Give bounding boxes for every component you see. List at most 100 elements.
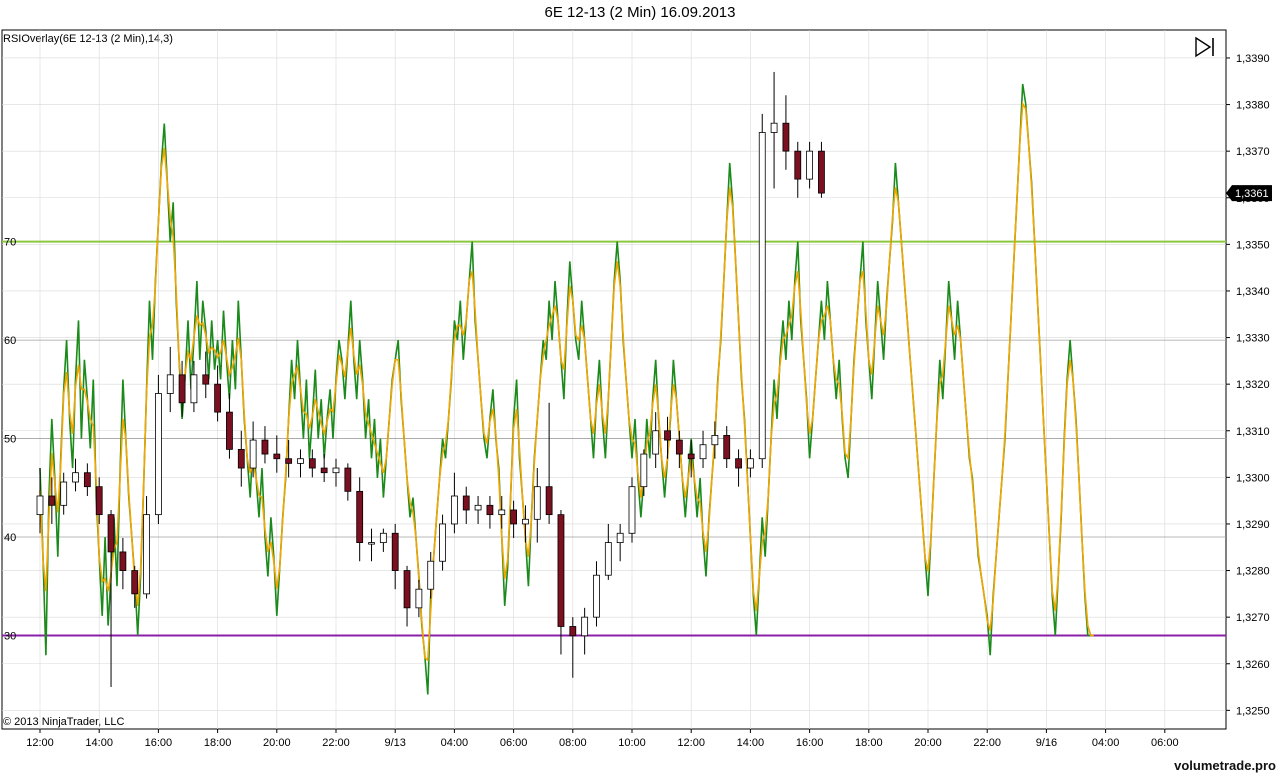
candle-body <box>545 486 553 516</box>
x-tick-label: 12:00 <box>26 737 54 749</box>
candle-body <box>747 458 754 469</box>
candle-body <box>36 495 44 516</box>
candle-body <box>403 570 411 609</box>
x-tick-label: 22:00 <box>973 737 1001 749</box>
y-tick-label: 1,3310 <box>1236 426 1270 438</box>
x-tick-label: 22:00 <box>322 737 350 749</box>
y-tick-label: 1,3340 <box>1236 286 1270 298</box>
candle-body <box>60 481 68 506</box>
chart-grid <box>1 29 1227 730</box>
play-to-end-icon[interactable] <box>1194 36 1218 58</box>
plot-frame <box>1 29 1227 730</box>
x-tick-label: 16:00 <box>796 737 824 749</box>
x-tick-label: 14:00 <box>85 737 113 749</box>
x-tick-label: 04:00 <box>441 737 469 749</box>
y-tick-label: 1,3390 <box>1236 53 1270 65</box>
candle-body <box>143 514 150 595</box>
candle-body <box>308 458 316 469</box>
x-tick-label: 9/16 <box>1036 737 1057 749</box>
y-tick-label: 1,3290 <box>1236 519 1270 531</box>
rsi-series <box>39 83 1094 695</box>
candle-body <box>782 122 790 152</box>
candle-body <box>166 374 174 394</box>
rsi-level-label: 40 <box>4 532 16 544</box>
candle-body <box>261 439 269 455</box>
candle-body <box>735 458 742 469</box>
x-tick-label: 12:00 <box>677 737 705 749</box>
candle-body <box>107 514 115 553</box>
rsi-level-label: 70 <box>4 237 16 249</box>
x-tick-label: 08:00 <box>559 737 587 749</box>
candle-body <box>569 626 577 637</box>
candle-body <box>818 150 825 194</box>
candle-body <box>119 551 127 571</box>
y-tick-label: 1,3320 <box>1236 379 1270 391</box>
y-tick-label: 1,3330 <box>1236 333 1270 345</box>
candle-body <box>687 453 695 460</box>
candle-body <box>379 532 387 544</box>
x-tick-label: 10:00 <box>618 737 646 749</box>
x-tick-label: 06:00 <box>1151 737 1179 749</box>
y-tick-label: 1,3370 <box>1236 146 1270 158</box>
candle-body <box>427 560 435 590</box>
y-tick-label: 1,3380 <box>1236 100 1270 112</box>
candle-body <box>462 495 470 511</box>
candle-body <box>320 467 328 474</box>
candle-body <box>273 453 281 460</box>
x-tick-label: 06:00 <box>500 737 528 749</box>
candle-body <box>356 490 364 543</box>
x-tick-label: 20:00 <box>914 737 942 749</box>
candle-body <box>285 458 293 464</box>
candle-body <box>593 574 600 618</box>
candle-body <box>474 504 482 511</box>
candle-body <box>226 411 233 450</box>
y-tick-label: 1,3270 <box>1236 612 1270 624</box>
y-tick-label: 1,3250 <box>1236 705 1270 717</box>
candle-body <box>95 486 103 516</box>
x-tick-label: 04:00 <box>1092 737 1120 749</box>
chart-axes: 1,33901,33801,33701,33601,33501,33401,33… <box>26 53 1272 749</box>
x-tick-label: 18:00 <box>204 737 232 749</box>
candle-body <box>604 542 612 576</box>
candle-body <box>675 439 683 455</box>
candle-body <box>486 504 494 516</box>
candle-body <box>628 486 636 534</box>
candle-body <box>249 439 257 469</box>
candle-body <box>498 509 506 516</box>
candle-body <box>391 532 399 571</box>
last-price-label: 1,3361 <box>1235 188 1269 200</box>
candle-body <box>368 542 375 545</box>
x-tick-label: 9/13 <box>384 737 405 749</box>
x-tick-label: 20:00 <box>263 737 291 749</box>
candle-body <box>581 616 589 637</box>
y-tick-label: 1,3300 <box>1236 472 1270 484</box>
candle-body <box>237 448 245 469</box>
candle-body <box>214 383 222 413</box>
candle-body <box>72 472 79 483</box>
candle-body <box>178 374 186 404</box>
chart-title: 6E 12-13 (2 Min) 16.09.2013 <box>544 4 736 21</box>
candle-body <box>664 430 671 441</box>
candle-body <box>450 495 458 525</box>
indicator-label: RSIOverlay(6E 12-13 (2 Min),14,3) <box>3 33 173 45</box>
rsi-line <box>39 83 1094 695</box>
candle-body <box>131 570 139 595</box>
y-tick-label: 1,3350 <box>1236 239 1270 251</box>
candle-body <box>652 430 660 455</box>
candlesticks <box>36 71 825 688</box>
candle-body <box>794 150 802 180</box>
copyright-text: © 2013 NinjaTrader, LLC <box>3 716 125 728</box>
candle-body <box>616 532 624 544</box>
candle-body <box>723 435 731 460</box>
candle-body <box>48 495 56 506</box>
candle-body <box>758 132 766 460</box>
candle-body <box>806 150 813 180</box>
rsi-level-label: 50 <box>4 434 16 446</box>
rsi-level-label: 30 <box>4 630 16 642</box>
candle-body <box>711 435 719 446</box>
candle-body <box>640 453 648 488</box>
candle-body <box>190 374 198 404</box>
candle-body <box>83 472 91 488</box>
candle-body <box>522 518 529 525</box>
